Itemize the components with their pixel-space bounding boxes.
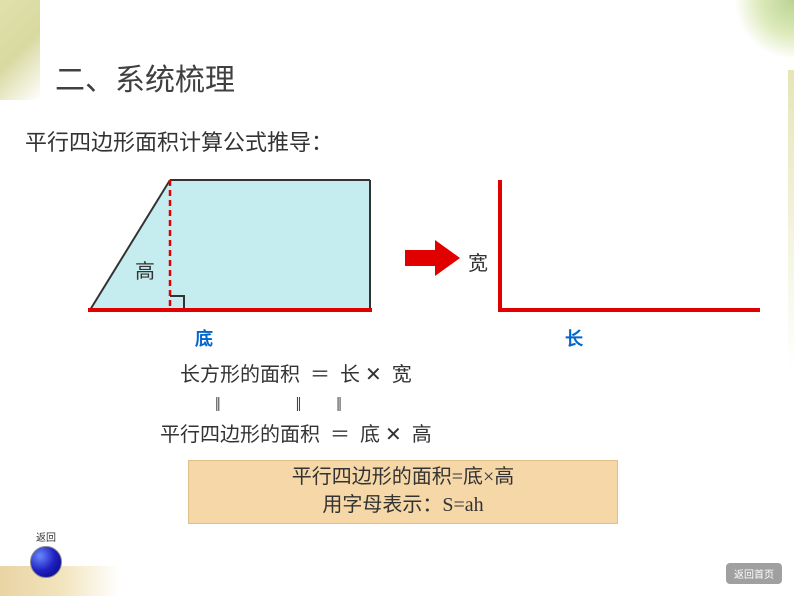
back-button-label: 返回 <box>30 529 62 544</box>
width-label: 宽 <box>468 247 488 276</box>
subtitle-text: 平行四边形面积计算公式推导： <box>25 125 333 157</box>
height-label: 高 <box>135 255 155 284</box>
result-line-2: 用字母表示：S=ah <box>189 491 617 519</box>
section-title: 二、系统梳理 <box>55 55 235 99</box>
formula-line-2: ‖ ‖ ‖ <box>160 390 432 420</box>
formula-line-3: 平行四边形的面积 ＝ 底 ✕ 高 <box>160 420 432 450</box>
sphere-icon <box>30 546 62 578</box>
geometry-diagram <box>80 170 780 340</box>
result-highlight-box: 平行四边形的面积=底×高 用字母表示：S=ah <box>188 460 618 524</box>
decoration-right-stripe <box>788 70 794 370</box>
decoration-top-right <box>734 0 794 60</box>
decoration-top-left <box>0 0 40 100</box>
result-line-1: 平行四边形的面积=底×高 <box>189 463 617 491</box>
back-button[interactable]: 返回 <box>30 529 62 578</box>
base-label: 底 <box>195 325 213 351</box>
formula-line-1: 长方形的面积 ＝ 长 ✕ 宽 <box>160 360 432 390</box>
arrow-head <box>435 240 460 276</box>
length-label: 长 <box>565 325 583 351</box>
diagram-container: 高 底 宽 长 <box>80 170 780 340</box>
formula-derivation: 长方形的面积 ＝ 长 ✕ 宽 ‖ ‖ ‖ 平行四边形的面积 ＝ 底 ✕ 高 <box>160 360 432 450</box>
arrow-body <box>405 250 435 266</box>
home-button[interactable]: 返回首页 <box>726 563 782 584</box>
